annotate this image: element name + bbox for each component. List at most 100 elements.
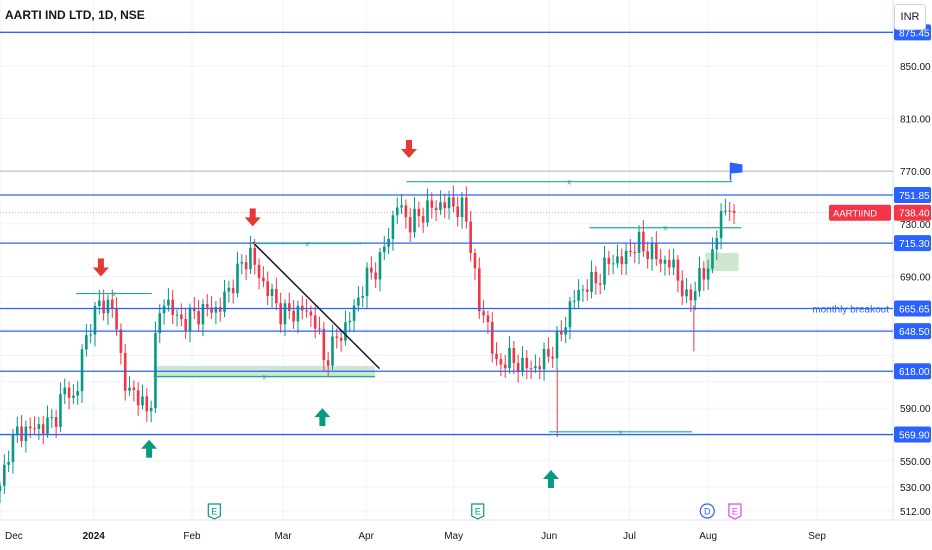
candle-body [594, 271, 598, 284]
candle-body [145, 396, 149, 412]
currency-button[interactable]: INR [894, 4, 926, 30]
event-label: E [732, 507, 738, 517]
candle-body [616, 256, 619, 264]
price-level-label: 875.45 [899, 28, 930, 39]
candle-body [102, 300, 105, 314]
candle-body [534, 366, 537, 369]
candle-body [257, 264, 261, 278]
down-arrow-icon [244, 217, 261, 227]
candle-body [439, 202, 442, 211]
x-tick-label: Sep [808, 531, 826, 542]
down-arrow-icon [92, 267, 109, 277]
candle-body [37, 424, 41, 429]
candle-body [279, 303, 282, 325]
candle-body [115, 308, 118, 330]
candle-body [378, 252, 382, 280]
event-label: E [211, 507, 217, 517]
candle-body [24, 426, 28, 442]
candle-body [180, 314, 183, 320]
price-level-tag [894, 187, 931, 204]
candle-body [335, 336, 339, 338]
candle-body [512, 347, 516, 363]
candle-body [706, 268, 710, 280]
candle-body [28, 426, 32, 429]
candle-body [551, 356, 554, 359]
price-level-tag [894, 426, 931, 443]
candle-body [106, 299, 110, 314]
candle-body [460, 197, 464, 218]
candle-body [227, 287, 231, 292]
candle-body [93, 305, 97, 335]
candle-body [577, 290, 580, 301]
down-arrow-icon [400, 148, 417, 158]
x-tick-label: Apr [358, 531, 374, 542]
trendline [252, 241, 381, 370]
up-arrow-stem [319, 416, 326, 427]
x-tick-label: May [444, 531, 463, 542]
candle-body [482, 311, 485, 316]
y-tick-label: 850.00 [900, 62, 931, 73]
candle-body [555, 331, 559, 359]
candle-body [508, 347, 511, 369]
candle-body [585, 289, 589, 292]
down-arrow-stem [249, 208, 256, 219]
candle-body [676, 259, 680, 281]
candle-body [210, 307, 213, 313]
candle-body [447, 197, 451, 209]
candle-body [521, 357, 524, 373]
swing-marker: x [663, 224, 667, 233]
candle-body [395, 207, 399, 216]
candle-body [719, 210, 723, 239]
candle-body [689, 289, 693, 301]
candle-body [659, 259, 662, 264]
candle-body [465, 197, 468, 222]
y-tick-label: 512.00 [900, 507, 931, 518]
candle-body [288, 303, 291, 311]
last-price-label: 738.40 [899, 209, 930, 220]
candle-body [655, 242, 658, 260]
candle-body [370, 267, 373, 273]
candle-body [581, 289, 585, 291]
candle-body [205, 304, 209, 308]
price-level-tag [894, 363, 931, 380]
candle-body [223, 291, 226, 312]
candle-body [214, 307, 218, 313]
candle-body [663, 260, 667, 264]
earnings-event-icon [471, 503, 485, 520]
candle-body [283, 303, 287, 325]
candle-body [672, 259, 675, 268]
candle-body [154, 333, 157, 408]
candle-body [477, 268, 481, 312]
candle-body [80, 349, 84, 392]
symbol-tag-label: AARTIIND [833, 209, 877, 220]
down-arrow-stem [97, 258, 104, 269]
candle-body [426, 200, 429, 223]
x-tick-label: Feb [183, 531, 201, 542]
candle-body [685, 289, 688, 297]
candle-body [72, 395, 75, 398]
y-tick-label: 770.00 [900, 167, 931, 178]
candle-body [434, 207, 438, 211]
candle-body [270, 288, 274, 296]
candle-body [572, 300, 576, 302]
candle-body [0, 485, 2, 492]
candle-body [292, 310, 295, 322]
candle-body [339, 337, 343, 341]
candle-body [119, 329, 123, 353]
up-arrow-icon [314, 408, 331, 418]
candle-body [456, 206, 459, 218]
candle-body [624, 250, 628, 265]
candle-body [374, 272, 377, 280]
candle-body [469, 221, 472, 253]
candle-body [646, 251, 649, 260]
price-level-tag [894, 300, 931, 317]
candle-body [568, 301, 572, 328]
candle-body [503, 364, 507, 369]
candle-body [391, 215, 395, 239]
price-level-label: 665.65 [899, 305, 930, 316]
candle-body [443, 202, 447, 209]
candle-body [309, 311, 313, 316]
price-level-label: 715.30 [899, 239, 930, 250]
candle-body [313, 315, 317, 329]
